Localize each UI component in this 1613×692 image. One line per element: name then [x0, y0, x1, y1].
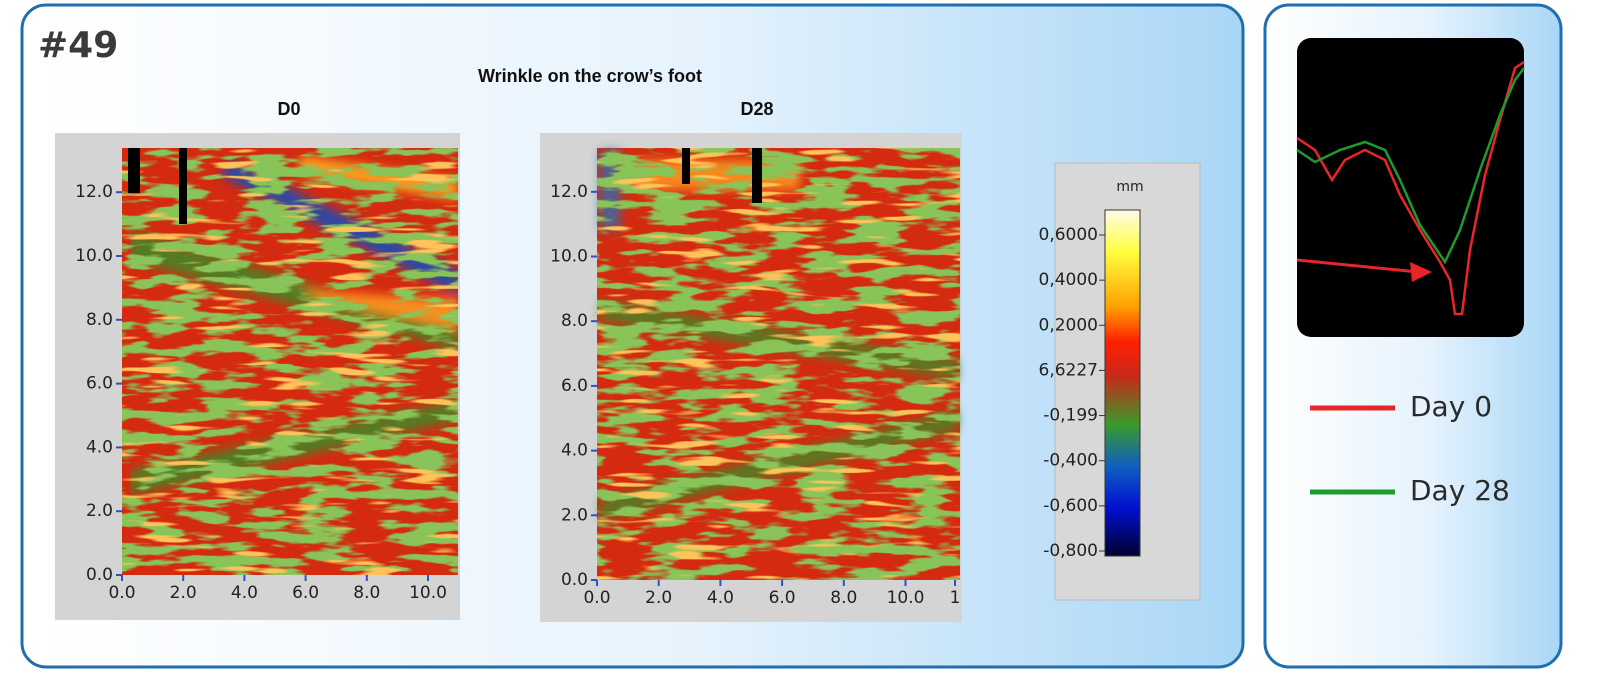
colorbar-label: -0,199 [1043, 406, 1098, 426]
generated: 0.02.04.06.08.010.012.00.0 2.0 4.0 6.0 8.0 10… [75, 60, 1525, 608]
figure-title: Wrinkle on the crow’s foot [478, 66, 702, 86]
x-tick-label: 2.0 [170, 583, 197, 603]
x-tick-label: 6.0 [292, 583, 319, 603]
colorbar [1104, 209, 1141, 557]
arrow-head [1410, 262, 1432, 282]
x-tick-label: 8.0 [830, 588, 857, 608]
x-tick-label: 10.0 [887, 588, 925, 608]
colorbar-label: 6,6227 [1039, 360, 1098, 380]
y-tick-label: 8.0 [86, 310, 113, 330]
x-tick-label: 1 [950, 588, 961, 608]
y-tick-label: 10.0 [550, 247, 588, 267]
profile-day0 [1296, 60, 1525, 316]
panel-title: D0 [277, 99, 300, 119]
colorbar-label: -0,800 [1043, 541, 1098, 561]
profile-day28 [1296, 67, 1525, 265]
x-tick-label: 0.0 [583, 588, 610, 608]
y-tick-label: 0.0 [561, 570, 588, 590]
x-tick-label: 0.0 [108, 583, 135, 603]
heatmap-d28 [540, 133, 962, 622]
y-tick-label: 10.0 [75, 246, 113, 266]
profile-plot [1297, 38, 1524, 337]
x-tick-label: 6.0 [769, 588, 796, 608]
arrow [1296, 258, 1419, 274]
x-tick-label: 8.0 [353, 583, 380, 603]
y-tick-label: 4.0 [561, 441, 588, 461]
colorbar-unit: mm [1116, 179, 1143, 195]
legend-label: Day 0 [1410, 390, 1492, 423]
colorbar-label: -0,600 [1043, 496, 1098, 516]
y-tick-label: 8.0 [561, 311, 588, 331]
x-tick-label: 2.0 [645, 588, 672, 608]
x-tick-label: 10.0 [409, 583, 447, 603]
heatmap-d0 [55, 133, 460, 620]
x-tick-label: 4.0 [707, 588, 734, 608]
panel-title: D28 [740, 99, 773, 119]
legend-label: Day 28 [1410, 474, 1510, 507]
y-tick-label: 0.0 [86, 565, 113, 585]
figure-label: #49 [38, 25, 118, 66]
colorbar-label: 0,6000 [1039, 225, 1098, 245]
y-tick-label: 6.0 [561, 376, 588, 396]
colorbar-label: -0,400 [1043, 451, 1098, 471]
colorbar-label: 0,4000 [1039, 270, 1098, 290]
y-tick-label: 12.0 [75, 182, 113, 202]
y-tick-label: 4.0 [86, 437, 113, 457]
y-tick-label: 2.0 [86, 501, 113, 521]
y-tick-label: 6.0 [86, 374, 113, 394]
y-tick-label: 2.0 [561, 505, 588, 525]
y-tick-label: 12.0 [550, 182, 588, 202]
colorbar-label: 0,2000 [1039, 315, 1098, 335]
x-tick-label: 4.0 [231, 583, 258, 603]
